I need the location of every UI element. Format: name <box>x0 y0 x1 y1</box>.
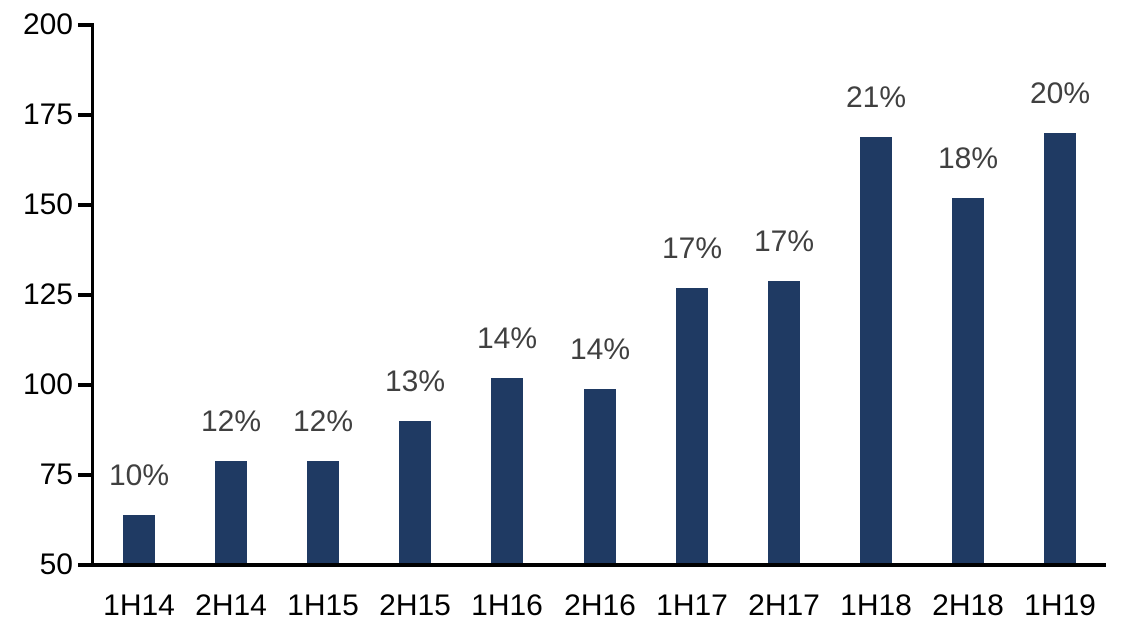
bar-value-label: 18% <box>937 142 999 175</box>
y-tick-label: 100 <box>22 368 73 401</box>
bar-value-label: 21% <box>845 81 907 114</box>
bar <box>860 137 892 565</box>
x-category-label: 1H14 <box>103 589 175 622</box>
y-tick-mark <box>78 473 92 477</box>
x-category-label: 2H16 <box>564 589 636 622</box>
bar <box>1044 133 1076 565</box>
y-tick-label: 75 <box>39 458 73 491</box>
bar <box>215 461 247 565</box>
x-category-label: 1H16 <box>471 589 543 622</box>
x-category-label: 2H17 <box>748 589 820 622</box>
bar-value-label: 20% <box>1029 77 1091 110</box>
x-category-label: 2H15 <box>379 589 451 622</box>
bar-value-label: 14% <box>569 333 631 366</box>
x-category-label: 1H18 <box>840 589 912 622</box>
bar <box>768 281 800 565</box>
y-tick-label: 150 <box>22 188 73 221</box>
bar <box>952 198 984 565</box>
y-tick-mark <box>78 293 92 297</box>
y-axis-line <box>91 23 94 567</box>
y-tick-mark <box>78 383 92 387</box>
x-category-label: 2H18 <box>932 589 1004 622</box>
bar <box>399 421 431 565</box>
bar <box>676 288 708 565</box>
y-tick-mark <box>78 113 92 117</box>
x-axis-line <box>78 563 1106 567</box>
bar-value-label: 12% <box>292 405 354 438</box>
y-tick-label: 200 <box>22 8 73 41</box>
bar <box>491 378 523 565</box>
bar-value-label: 13% <box>384 365 446 398</box>
bar <box>307 461 339 565</box>
bar-value-label: 10% <box>108 459 170 492</box>
x-category-label: 1H15 <box>287 589 359 622</box>
y-tick-label: 50 <box>39 548 73 581</box>
bar <box>123 515 155 565</box>
bar-value-label: 12% <box>200 405 262 438</box>
bar-value-label: 17% <box>753 225 815 258</box>
y-tick-mark <box>78 23 92 27</box>
x-category-label: 1H17 <box>656 589 728 622</box>
y-tick-label: 125 <box>22 278 73 311</box>
y-tick-mark <box>78 203 92 207</box>
bar-value-label: 17% <box>661 232 723 265</box>
y-tick-label: 175 <box>22 98 73 131</box>
x-category-label: 2H14 <box>195 589 267 622</box>
bar <box>584 389 616 565</box>
x-category-label: 1H19 <box>1024 589 1096 622</box>
bar-value-label: 14% <box>476 322 538 355</box>
